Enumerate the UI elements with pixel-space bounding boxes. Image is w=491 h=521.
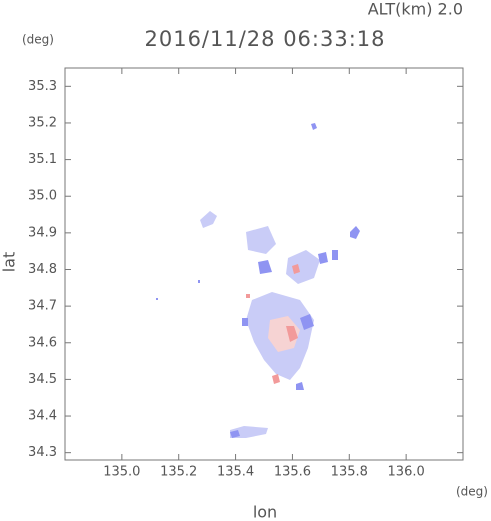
y-tick-label: 35.1 (28, 152, 57, 167)
x-tick-label: 135.8 (331, 465, 368, 480)
y-tick-label: 35.0 (28, 189, 57, 204)
y-tick-label: 35.3 (28, 79, 57, 94)
x-tick-label: 135.6 (274, 465, 311, 480)
y-tick-label: 34.9 (28, 225, 57, 240)
y-tick-label: 34.6 (28, 335, 57, 350)
x-axis-label: lon (253, 503, 277, 521)
x-tick-label: 135.0 (103, 465, 140, 480)
y-tick-label: 35.2 (28, 115, 57, 130)
y-axis-label: lat (0, 252, 19, 273)
subtitle: ALT(km) 2.0 (368, 0, 463, 19)
y-tick-label: 34.8 (28, 262, 57, 277)
y-tick-label: 34.4 (28, 409, 57, 424)
y-tick-label: 34.7 (28, 299, 57, 314)
radar-echoes (156, 123, 360, 438)
x-tick-label: 135.4 (217, 465, 254, 480)
plot-frame (64, 67, 464, 461)
y-tick-label: 34.5 (28, 372, 57, 387)
x-tick-label: 135.2 (160, 465, 197, 480)
x-tick-label: 136.0 (388, 465, 425, 480)
x-unit: (deg) (456, 485, 488, 499)
y-tick-label: 34.3 (28, 445, 57, 460)
chart-title: 2016/11/28 06:33:18 (144, 27, 385, 51)
y-unit: (deg) (22, 33, 54, 47)
